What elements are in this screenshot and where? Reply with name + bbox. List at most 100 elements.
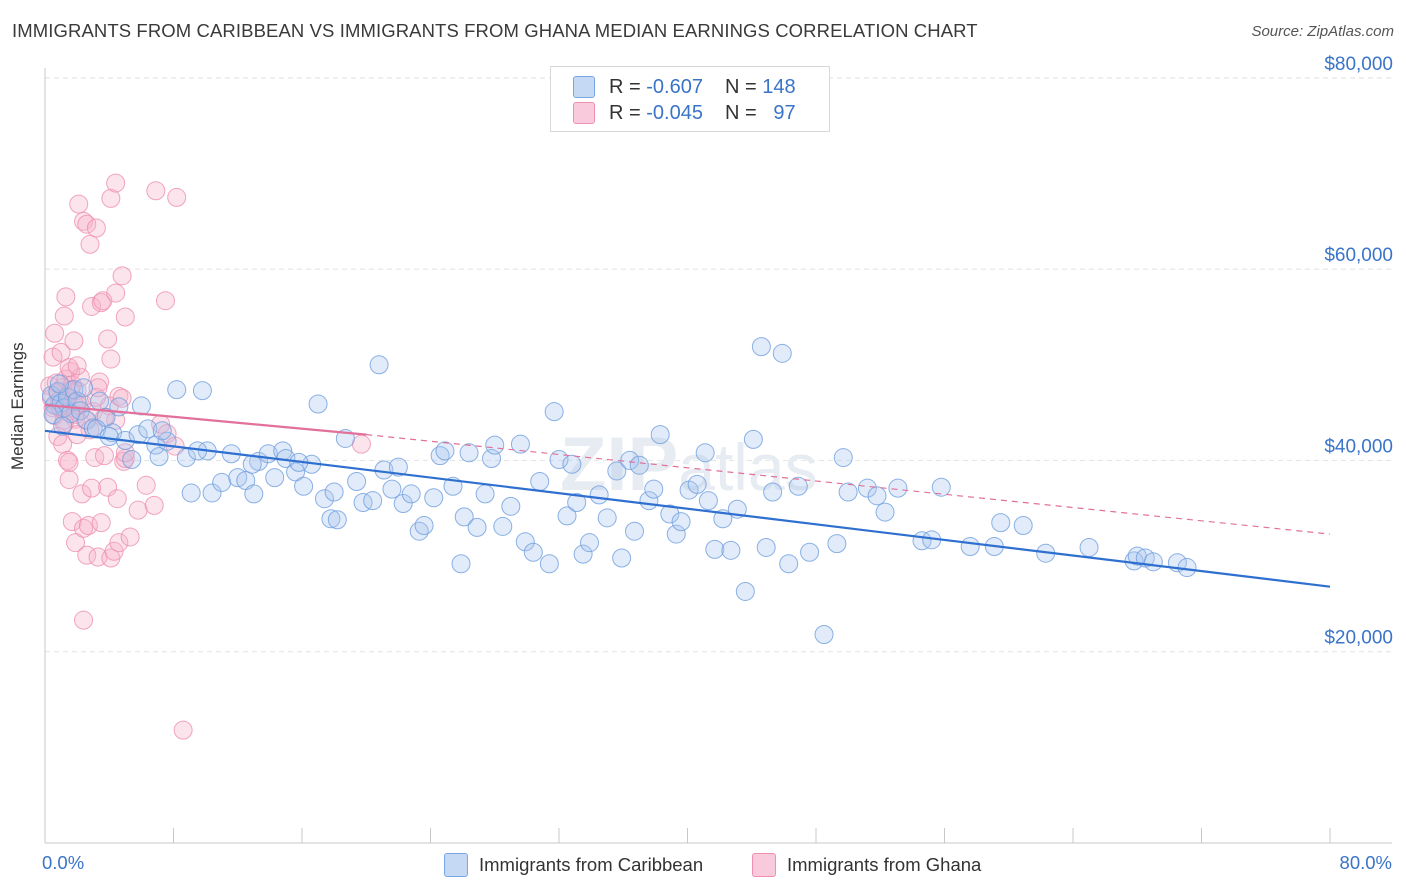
data-point — [351, 434, 371, 454]
data-point — [78, 515, 98, 535]
data-point — [321, 509, 341, 529]
data-point — [695, 443, 715, 463]
data-point — [265, 468, 285, 488]
data-point — [671, 512, 691, 532]
data-point — [109, 386, 129, 406]
data-point — [779, 554, 799, 574]
data-point — [721, 540, 741, 560]
ghana-trendline-extension — [366, 434, 1331, 535]
data-point — [510, 434, 530, 454]
x-axis-max-label: 80.0% — [1339, 852, 1392, 873]
data-point — [327, 510, 347, 530]
data-point — [698, 491, 718, 511]
data-point — [435, 441, 455, 461]
data-point — [501, 496, 521, 516]
caribbean-legend-label: Immigrants from Caribbean — [479, 854, 704, 875]
data-point — [363, 491, 383, 511]
data-point — [800, 542, 820, 562]
data-point — [62, 512, 82, 532]
data-point — [192, 381, 212, 401]
legend-r-label: R = — [609, 75, 641, 98]
data-point — [136, 475, 156, 495]
chart-title: IMMIGRANTS FROM CARIBBEAN VS IMMIGRANTS … — [12, 20, 978, 41]
data-point — [324, 482, 344, 502]
data-point — [94, 446, 114, 466]
caribbean-legend-swatch — [444, 853, 468, 877]
data-point — [49, 374, 69, 394]
data-point — [814, 625, 834, 645]
data-point — [77, 214, 97, 234]
data-point — [388, 457, 408, 477]
data-point — [867, 486, 887, 506]
data-point — [562, 454, 582, 474]
ghana-legend-label: Immigrants from Ghana — [787, 854, 982, 875]
data-point — [101, 349, 121, 369]
data-point — [54, 306, 74, 326]
series-legend-ghana: Immigrants from Ghana — [752, 852, 981, 878]
data-point — [763, 482, 783, 502]
legend-r-value: -0.045 — [646, 101, 703, 124]
data-point — [544, 402, 564, 422]
data-point — [128, 425, 148, 445]
data-point — [86, 387, 106, 407]
axes — [44, 68, 1392, 844]
legend-n-value: 148 — [762, 75, 796, 98]
y-tick-label: $20,000 — [1324, 628, 1393, 649]
data-point — [827, 534, 847, 554]
data-point — [788, 476, 808, 496]
data-point — [56, 287, 76, 307]
data-point — [85, 448, 105, 468]
data-point — [202, 483, 222, 503]
caribbean-trendline — [44, 429, 1331, 588]
data-point — [146, 181, 166, 201]
data-point — [109, 533, 129, 553]
data-point — [401, 484, 421, 504]
data-point — [91, 513, 111, 533]
trendlines — [44, 403, 1331, 588]
data-point — [173, 720, 193, 740]
data-point — [857, 478, 877, 498]
data-point — [90, 391, 110, 411]
data-point — [650, 425, 670, 445]
data-point — [467, 517, 487, 537]
data-point — [67, 356, 87, 376]
data-point — [353, 493, 373, 513]
watermark: ZIPatlas — [560, 422, 818, 507]
series-legend-caribbean: Immigrants from Caribbean — [444, 852, 703, 878]
data-point — [120, 527, 140, 547]
legend-r-label: R = — [609, 101, 641, 124]
data-point — [314, 489, 334, 509]
data-point — [644, 479, 664, 499]
data-point — [931, 477, 951, 497]
data-point — [485, 435, 505, 455]
source-note: Source: ZipAtlas.com — [1251, 23, 1394, 40]
data-point — [74, 610, 94, 630]
data-point — [735, 581, 755, 601]
watermark-zip: ZIP — [560, 422, 678, 507]
data-point — [573, 544, 593, 564]
data-point — [382, 479, 402, 499]
data-point — [294, 476, 314, 496]
data-point — [45, 323, 65, 343]
data-point — [705, 539, 725, 559]
caribbean-swatch — [573, 76, 595, 98]
data-point — [138, 419, 158, 439]
y-tick-label: $60,000 — [1324, 245, 1393, 266]
data-point — [86, 218, 106, 238]
data-point — [515, 532, 535, 552]
caribbean-points — [41, 337, 1197, 645]
data-point — [960, 537, 980, 557]
data-point — [991, 513, 1011, 533]
data-point — [838, 482, 858, 502]
data-point — [167, 187, 187, 207]
data-point — [152, 421, 172, 441]
data-point — [72, 484, 92, 504]
data-point — [539, 554, 559, 574]
data-point — [660, 504, 680, 524]
data-point — [99, 427, 119, 447]
y-tick-labels: $20,000 $40,000 $60,000 $80,000 — [1324, 54, 1393, 649]
data-point — [181, 483, 201, 503]
y-tick-label: $40,000 — [1324, 436, 1393, 457]
ghana-trendline — [44, 403, 367, 436]
